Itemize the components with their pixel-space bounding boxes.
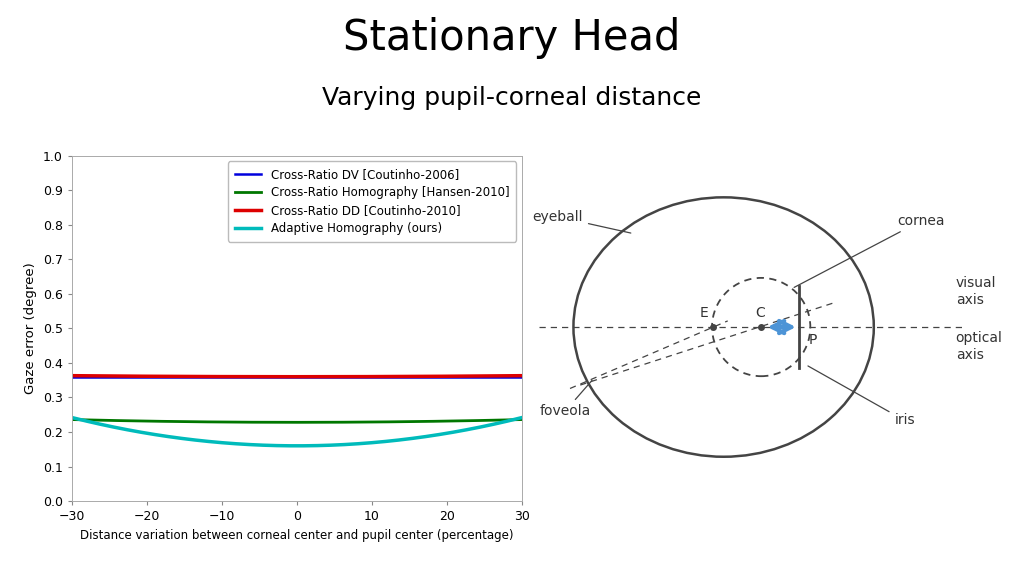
Text: Varying pupil-corneal distance: Varying pupil-corneal distance [323,86,701,111]
Cross-Ratio Homography [Hansen-2010] [335,419,347,426]
Cross-Ratio Homography [Hansen-2010] [290,419,302,426]
Cross-Ratio DV [Coutinho-2006] [67,374,79,381]
Text: iris: iris [808,366,914,427]
Cross-Ratio Homography [Hansen-2010] [334,419,346,426]
X-axis label: Distance variation between corneal center and pupil center (percentage): Distance variation between corneal cente… [80,529,514,541]
Adaptive Homography (ours) [343,441,355,448]
Cross-Ratio DD [Coutinho-2010] [343,373,355,380]
Cross-Ratio DD [Coutinho-2010] [475,373,487,380]
Cross-Ratio Homography [Hansen-2010] [475,417,487,424]
Line: Cross-Ratio Homography [Hansen-2010]: Cross-Ratio Homography [Hansen-2010] [72,419,522,422]
Text: Stationary Head: Stationary Head [343,17,681,59]
Adaptive Homography (ours) [67,414,79,421]
Text: cornea: cornea [794,214,945,287]
Cross-Ratio Homography [Hansen-2010] [516,416,528,423]
Cross-Ratio DD [Coutinho-2010] [67,372,79,379]
Cross-Ratio DV [Coutinho-2006] [445,374,458,381]
Cross-Ratio Homography [Hansen-2010] [446,418,459,425]
Adaptive Homography (ours) [66,414,78,421]
Cross-Ratio Homography [Hansen-2010] [66,416,78,423]
Text: optical
axis: optical axis [955,331,1002,362]
Cross-Ratio DD [Coutinho-2010] [335,373,347,380]
Text: P: P [808,332,817,347]
Cross-Ratio DV [Coutinho-2006] [66,374,78,381]
Adaptive Homography (ours) [446,429,459,435]
Cross-Ratio DV [Coutinho-2006] [332,374,344,381]
Line: Adaptive Homography (ours): Adaptive Homography (ours) [72,418,522,446]
Y-axis label: Gaze error (degree): Gaze error (degree) [25,263,37,394]
Text: eyeball: eyeball [532,210,631,233]
Cross-Ratio Homography [Hansen-2010] [343,419,355,426]
Line: Cross-Ratio DD [Coutinho-2010]: Cross-Ratio DD [Coutinho-2010] [72,376,522,377]
Cross-Ratio DV [Coutinho-2006] [334,374,346,381]
Cross-Ratio DD [Coutinho-2010] [516,372,528,379]
Text: C: C [755,306,765,320]
Cross-Ratio DD [Coutinho-2010] [446,373,459,380]
Text: E: E [699,306,709,320]
Cross-Ratio DV [Coutinho-2006] [516,374,528,381]
Cross-Ratio DD [Coutinho-2010] [290,373,302,380]
Adaptive Homography (ours) [516,414,528,421]
Cross-Ratio DD [Coutinho-2010] [334,373,346,380]
Adaptive Homography (ours) [290,442,302,449]
Cross-Ratio DV [Coutinho-2006] [474,374,486,381]
Cross-Ratio DV [Coutinho-2006] [341,374,353,381]
Cross-Ratio Homography [Hansen-2010] [67,416,79,423]
Text: foveola: foveola [540,380,592,418]
Adaptive Homography (ours) [335,441,347,448]
Adaptive Homography (ours) [475,423,487,430]
Legend: Cross-Ratio DV [Coutinho-2006], Cross-Ratio Homography [Hansen-2010], Cross-Rati: Cross-Ratio DV [Coutinho-2006], Cross-Ra… [228,161,516,242]
Cross-Ratio DD [Coutinho-2010] [66,372,78,379]
Adaptive Homography (ours) [334,441,346,448]
Text: visual
axis: visual axis [955,276,996,307]
